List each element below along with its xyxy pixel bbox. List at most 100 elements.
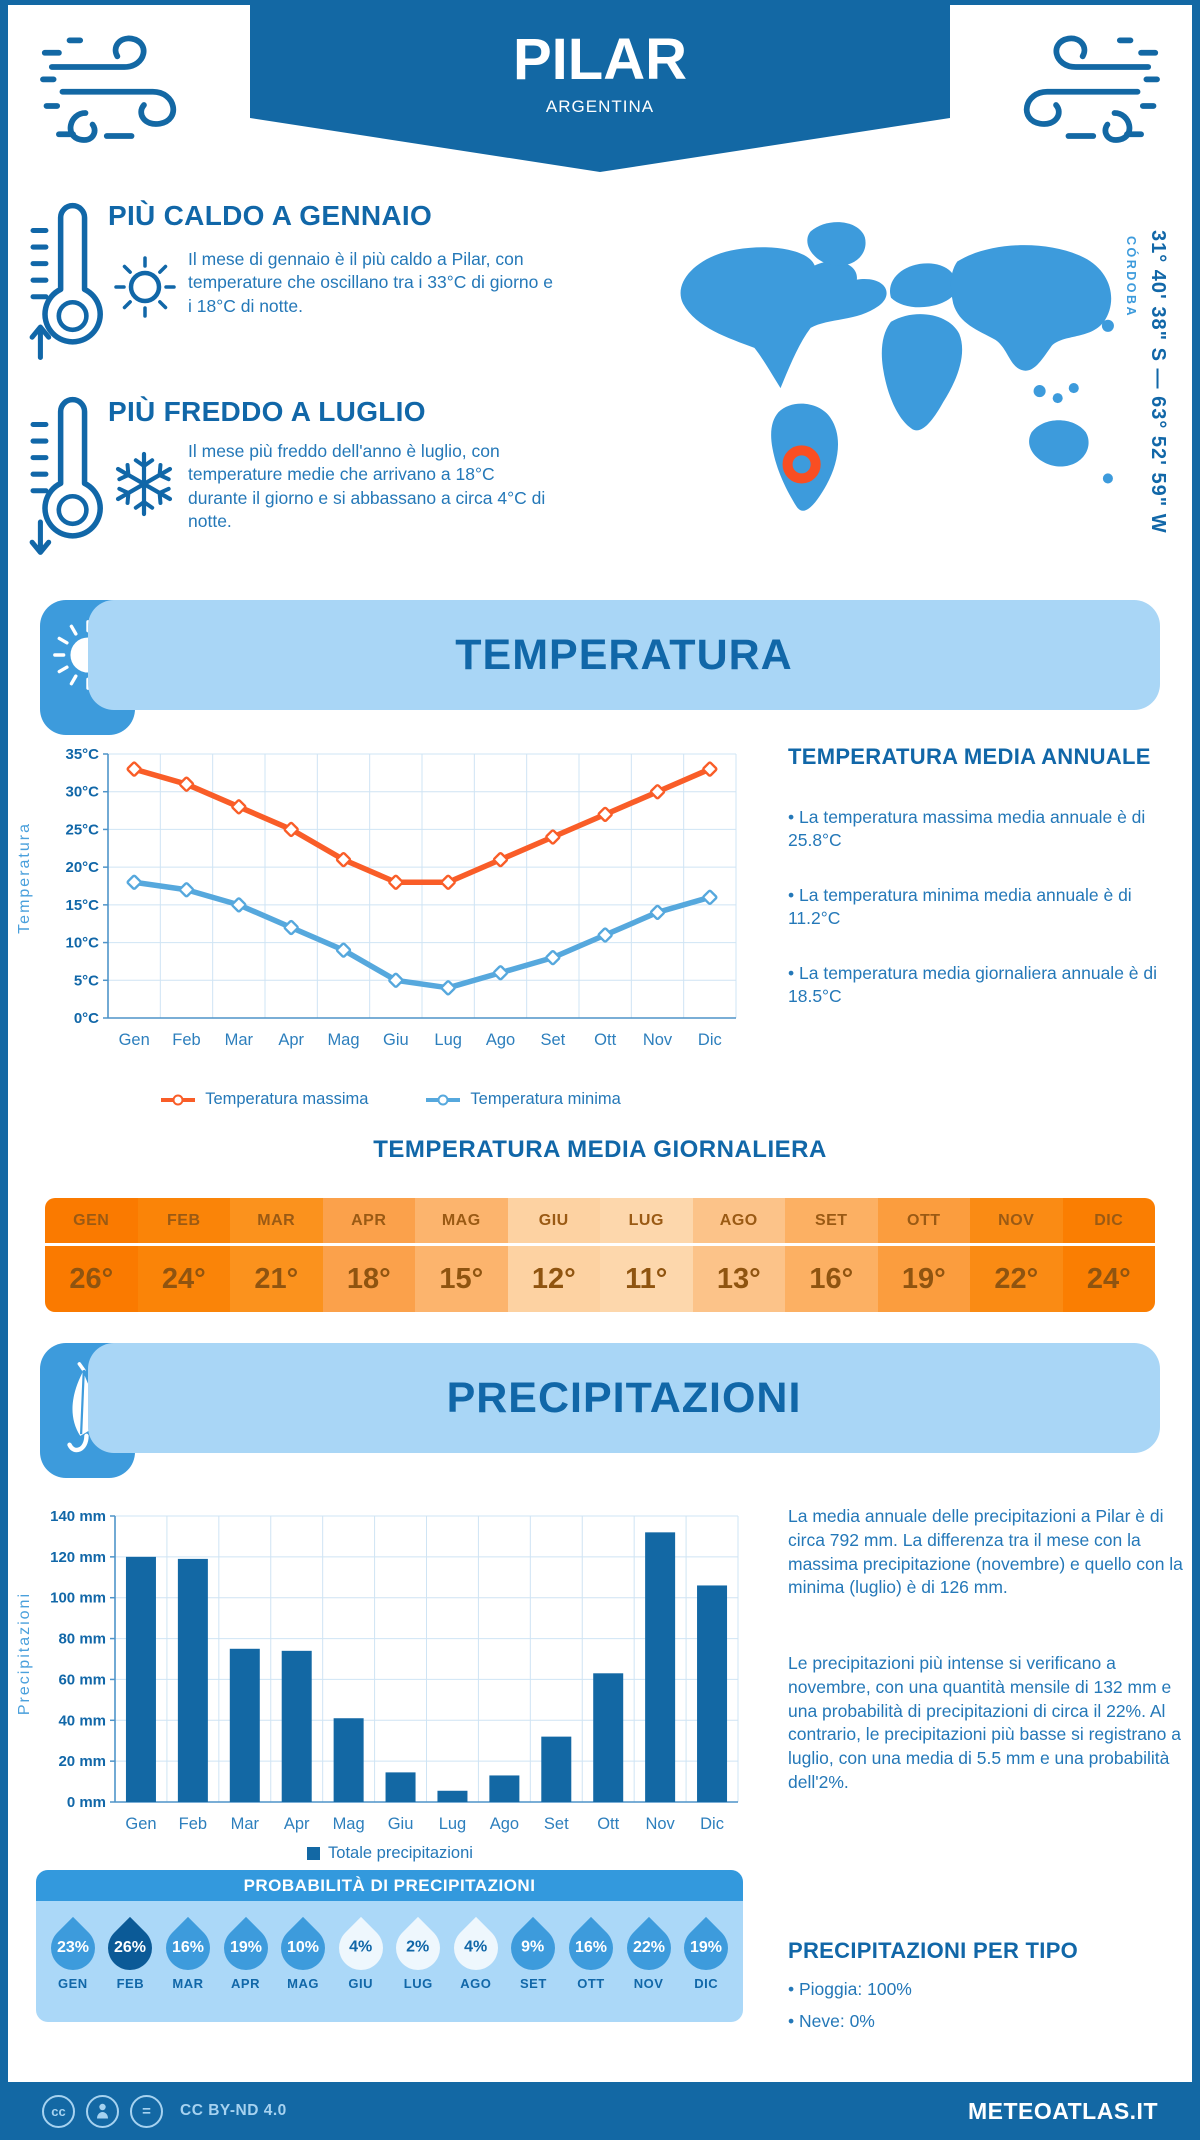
sun-ray [69, 624, 78, 636]
data-point-marker [231, 897, 247, 913]
daily-temperature-title: TEMPERATURA MEDIA GIORNALIERA [373, 1136, 827, 1163]
temperature-section-banner: TEMPERATURA [88, 600, 1160, 710]
table-value-cell: 22° [970, 1246, 1063, 1312]
droplet: 9% [502, 1916, 565, 1980]
probability-month-label: SET [520, 1976, 547, 1991]
data-point-marker [335, 942, 352, 958]
precipitation-chart-legend: Totale precipitazioni [30, 1844, 750, 1863]
precipitation-section-banner: PRECIPITAZIONI [88, 1343, 1160, 1453]
y-axis-label: 20°C [65, 859, 99, 876]
legend-item: Temperatura massima [159, 1090, 368, 1109]
droplet-icon: 10% [271, 1915, 335, 1980]
snowflake-icon [115, 451, 173, 517]
person-icon [86, 2094, 119, 2128]
table-value-cell: 18° [322, 1246, 415, 1312]
data-point-marker [492, 965, 509, 981]
table-month-cell: APR [322, 1198, 415, 1243]
data-point-marker [702, 761, 718, 777]
droplet: 2% [387, 1916, 450, 1980]
data-point-marker [283, 821, 299, 838]
snow-share-bullet: Neve: 0% [788, 2010, 1168, 2033]
probability-slot: 9% SET [502, 1915, 565, 1991]
annual-temperature-title: TEMPERATURA MEDIA ANNUALE [788, 744, 1151, 769]
droplet: 4% [329, 1916, 392, 1980]
snowflake-branch [157, 473, 171, 482]
data-point-marker [283, 919, 299, 936]
x-axis-label: Mar [225, 1031, 254, 1049]
x-axis-label: Ott [594, 1031, 616, 1049]
data-point-marker [702, 889, 718, 905]
data-point-marker [126, 761, 142, 777]
droplet-icon: 19% [675, 1915, 738, 1980]
probability-value: 26% [114, 1939, 147, 1956]
table-month-cell: GIU [507, 1198, 600, 1243]
snowflake-branch [125, 463, 131, 477]
equals-icon: = [130, 2094, 163, 2128]
data-point-marker [649, 904, 666, 921]
data-point-marker [545, 950, 561, 966]
x-axis-label: Mag [333, 1815, 365, 1833]
left-border [0, 0, 8, 2140]
droplet: 19% [214, 1916, 277, 1980]
legend-label: Temperatura massima [205, 1090, 369, 1108]
droplet-icon: 4% [444, 1915, 507, 1980]
table-month-cell: MAR [230, 1198, 323, 1243]
probability-drops: 23% GEN 26% FEB 16% MAR 19% APR 10% MAG 4% GIU 2% LUG… [36, 1901, 743, 1991]
bar-Feb [177, 1558, 208, 1802]
table-month-cell: LUG [600, 1198, 693, 1243]
data-point-marker [178, 882, 195, 898]
temperature-chart-legend: Temperatura massima Temperatura minima [30, 1090, 750, 1109]
precipitation-section-title: PRECIPITAZIONI [446, 1373, 802, 1422]
probability-slot: 16% OTT [559, 1915, 623, 1991]
y-axis-label: 0 mm [67, 1794, 106, 1811]
table-value-cell: 24° [137, 1246, 230, 1312]
y-axis-label: 20 mm [58, 1753, 106, 1770]
x-axis-label: Gen [125, 1815, 156, 1833]
y-axis-label: 25°C [65, 821, 99, 838]
legend-marker [437, 1094, 449, 1105]
droplet-icon: 19% [214, 1915, 277, 1980]
probability-slot: 2% LUG [387, 1915, 450, 1991]
x-axis-label: Mar [231, 1815, 260, 1833]
probability-slot: 10% MAG [271, 1915, 335, 1991]
cc-icon: cc [42, 2094, 75, 2128]
table-value-cell: 12° [507, 1246, 600, 1312]
probability-slot: 22% NOV [617, 1915, 680, 1991]
sun-ray [122, 300, 132, 310]
droplet: 16% [156, 1916, 220, 1980]
snowflake-arm [115, 466, 147, 487]
droplet: 19% [675, 1916, 738, 1980]
page-title: PILAR [513, 27, 687, 92]
bar-Giu [385, 1772, 416, 1802]
legend-marker [172, 1094, 184, 1105]
daily-temperature-table: GEN FEB MAR APR MAG GIU LUG AGO SET OTT NOV DIC 26°… [45, 1198, 1155, 1312]
probability-slot: 4% GIU [329, 1915, 392, 1991]
x-axis-label: Gen [119, 1031, 150, 1049]
data-point-marker [178, 776, 195, 792]
x-axis-label: Ago [490, 1815, 519, 1833]
data-point-marker [597, 927, 613, 943]
x-axis-label: Lug [434, 1031, 462, 1049]
y-axis-label: 35°C [65, 746, 99, 763]
table-value-row: 26° 24° 21° 18° 15° 12° 11° 13° 16° 19° 22° 24° [45, 1246, 1155, 1312]
probability-value: 16% [171, 1939, 204, 1956]
x-axis-label: Set [540, 1031, 565, 1049]
annual-max-bullet: La temperatura massima media annuale è d… [788, 806, 1168, 853]
cold-month-text: Il mese più freddo dell'anno è luglio, c… [188, 441, 546, 531]
table-value-cell: 11° [600, 1246, 693, 1312]
snowflake-arm [141, 466, 173, 487]
probability-month-label: AGO [460, 1976, 492, 1991]
y-axis-label: 140 mm [50, 1508, 106, 1525]
bar-chart-y-axis-title: Precipitazioni [16, 1592, 33, 1716]
snowflake-branch [133, 500, 146, 510]
page-subtitle: ARGENTINA [545, 97, 655, 116]
temperature-line-chart: 0°C 5°C 10°C 15°C 20°C 25°C 30°C 35°C Gen Feb Mar A… [65, 746, 737, 1049]
x-axis-label: Apr [278, 1031, 304, 1049]
precipitation-paragraph-2: Le precipitazioni più intense si verific… [788, 1653, 1181, 1792]
probability-value: 22% [632, 1939, 665, 1956]
probability-month-label: GEN [57, 1976, 88, 1991]
table-value-cell: 21° [230, 1246, 323, 1312]
legend-label: Totale precipitazioni [328, 1844, 473, 1862]
probability-title: PROBABILITÀ DI PRECIPITAZIONI [36, 1870, 743, 1901]
